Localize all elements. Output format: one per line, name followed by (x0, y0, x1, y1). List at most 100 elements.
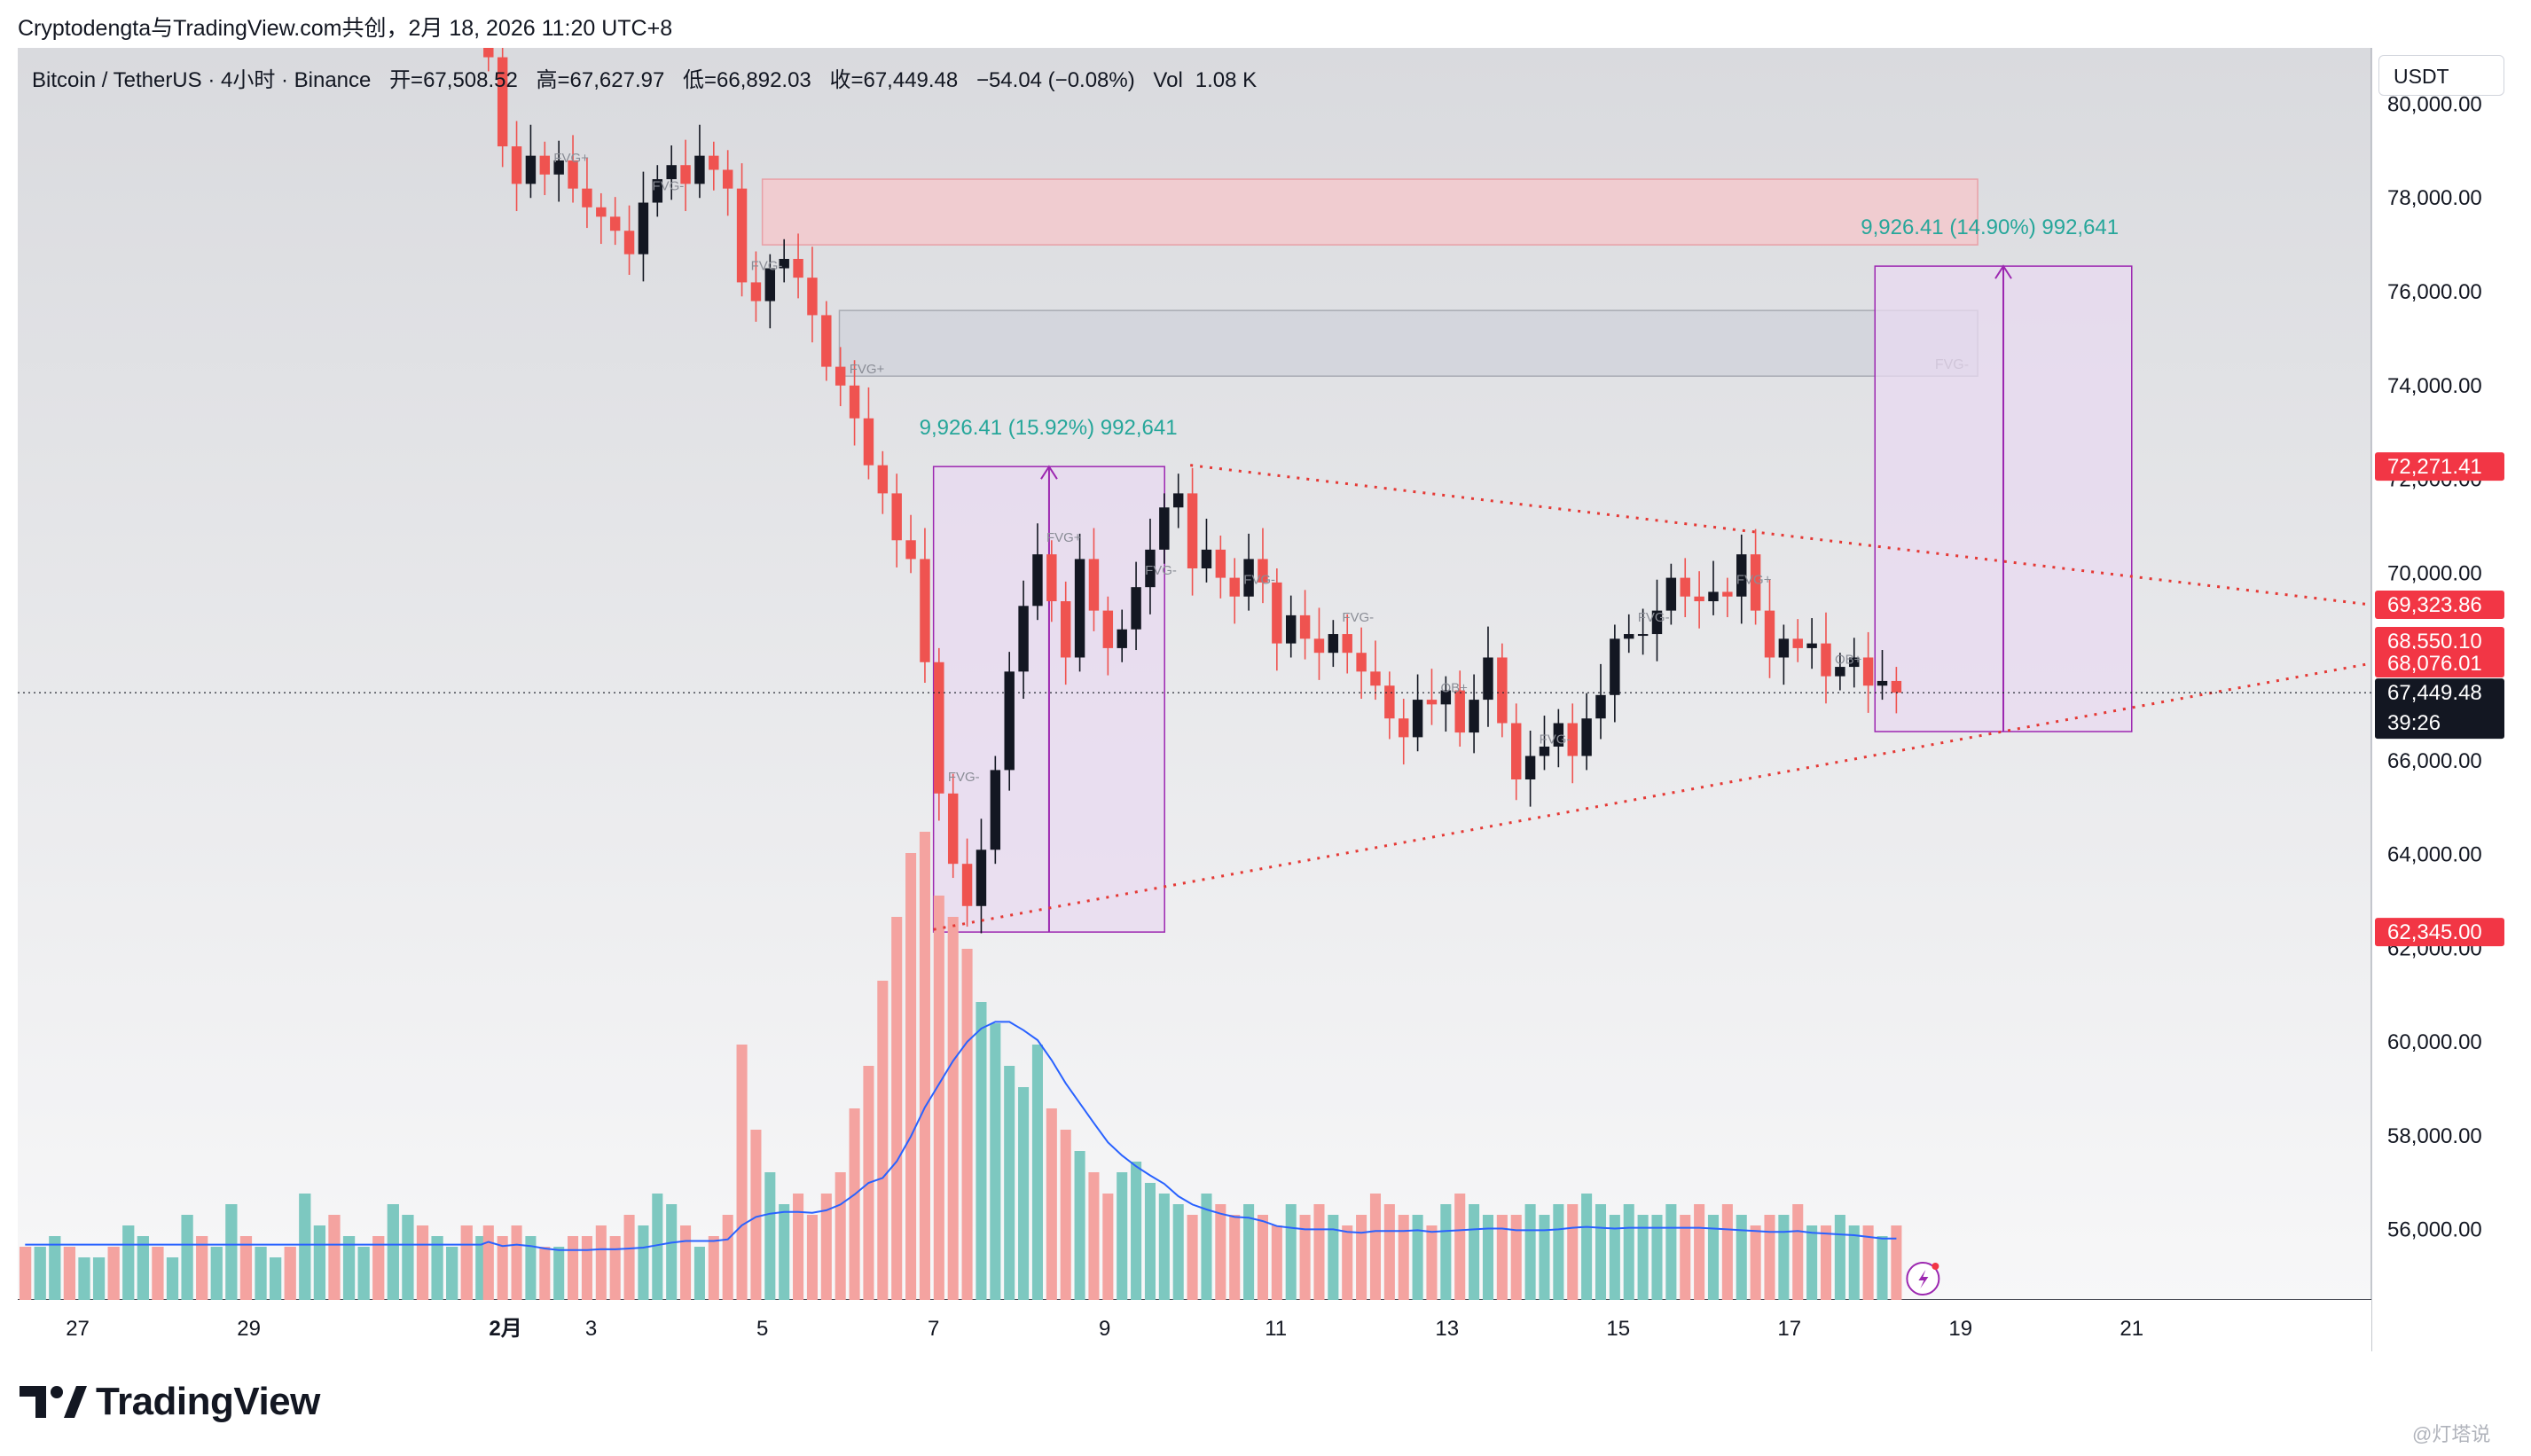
brand-logo: TradingView (20, 1380, 320, 1424)
candle-body (1229, 577, 1240, 597)
volume-bar (299, 1194, 311, 1300)
time-tick-label: 9 (1099, 1317, 1110, 1341)
time-tick-label: 27 (66, 1317, 90, 1341)
volume-bar (722, 1215, 733, 1300)
legend-high: 高=67,627.97 (536, 68, 665, 92)
candle-body (1624, 634, 1634, 639)
volume-bar (1877, 1236, 1888, 1300)
volume-bar (1383, 1204, 1395, 1300)
candle-body (609, 216, 621, 231)
volume-bar (835, 1172, 846, 1300)
price-label-chip (2375, 678, 2504, 740)
volume-bar (1454, 1194, 1466, 1300)
volume-bar (1018, 1087, 1030, 1300)
price-chart[interactable]: FVG- 9,926.41 (15.92%) 992,641 9,926.41 (1… (18, 14, 2515, 1351)
symbol-name[interactable]: Bitcoin / TetherUS · 4小时 · Binance (32, 68, 372, 92)
time-tick-label: 19 (1948, 1317, 1972, 1341)
legend-change: −54.04 (−0.08%) (976, 68, 1135, 92)
candle-body (1469, 700, 1479, 733)
price-tick-label: 76,000.00 (2387, 280, 2482, 304)
candle-body (1018, 606, 1029, 672)
time-tick-label: 15 (1606, 1317, 1630, 1341)
candle-body (1313, 638, 1325, 654)
candle-body (1806, 643, 1817, 648)
volume-bar (1299, 1215, 1311, 1300)
volume-bar (1158, 1194, 1170, 1300)
candle-body (1835, 667, 1845, 677)
volume-bar (933, 896, 944, 1300)
volume-bar (877, 981, 889, 1300)
candle-body (1046, 554, 1057, 602)
volume-bar (416, 1225, 429, 1300)
candle-body (1849, 657, 1860, 668)
candle-body (736, 188, 748, 283)
volume-bar (313, 1225, 326, 1300)
volume-bar (49, 1236, 61, 1300)
volume-bar (1328, 1215, 1339, 1300)
price-tick-label: 70,000.00 (2387, 561, 2482, 585)
volume-bar (122, 1225, 135, 1300)
volume-bar (1369, 1194, 1382, 1300)
zone-tag: FVG- (751, 258, 783, 273)
candle-body (990, 770, 1001, 850)
candle-body (1454, 690, 1465, 733)
volume-bar (372, 1236, 385, 1300)
candle-body (1524, 755, 1536, 779)
volume-bar (225, 1204, 238, 1300)
volume-bar (1651, 1215, 1663, 1300)
candle-body (1088, 559, 1100, 611)
candle-body (793, 258, 803, 278)
volume-bar (1595, 1204, 1607, 1300)
candle-body (1004, 671, 1015, 771)
candle-body (1215, 549, 1226, 578)
zone-tag: FVG- (1540, 732, 1571, 748)
volume-bar (402, 1215, 414, 1300)
volume-bar (820, 1194, 832, 1300)
chart-area[interactable]: FVG- 9,926.41 (15.92%) 992,641 9,926.41 (1… (18, 14, 2515, 1351)
legend-close: 收=67,449.48 (829, 68, 959, 92)
volume-bar (239, 1236, 253, 1300)
candle-body (764, 268, 776, 301)
time-tick-label: 3 (585, 1317, 597, 1341)
volume-bar (779, 1204, 790, 1300)
candle-body (1299, 614, 1311, 639)
candle-body (511, 146, 522, 184)
volume-bar (92, 1257, 106, 1300)
zone-tag: FVG- (948, 770, 980, 785)
volume-bar (976, 1002, 987, 1300)
volume-bar (1187, 1215, 1198, 1300)
volume-bar (1412, 1215, 1423, 1300)
zone-tag: FVG- (652, 179, 684, 194)
time-axis-background (18, 1300, 2371, 1351)
candle-body (1102, 610, 1114, 648)
volume-bar (1102, 1194, 1114, 1300)
price-label-text: 69,323.86 (2387, 593, 2482, 617)
candle-body (553, 160, 564, 175)
candle-body (623, 231, 635, 254)
volume-bar (34, 1247, 46, 1300)
price-tick-label: 80,000.00 (2387, 92, 2482, 116)
volume-bar (1144, 1183, 1156, 1300)
candle-body (525, 155, 537, 184)
price-tick-label: 64,000.00 (2387, 843, 2482, 867)
volume-bar (431, 1236, 443, 1300)
candle-body (596, 207, 607, 217)
volume-bar (525, 1236, 537, 1300)
countdown-text: 39:26 (2387, 711, 2441, 735)
candle-body (497, 57, 508, 147)
volume-ma-line (25, 1021, 1897, 1251)
volume-bar (1806, 1225, 1818, 1300)
volume-bar (1215, 1204, 1226, 1300)
measure-arrow-head-0 (1040, 465, 1058, 480)
volume-bar (1117, 1172, 1128, 1300)
time-tick-label: 17 (1777, 1317, 1801, 1341)
volume-bar (1398, 1215, 1409, 1300)
volume-bar (1469, 1204, 1480, 1300)
zone-tag: FVG- (1145, 563, 1177, 578)
volume-bar (1707, 1215, 1720, 1300)
candle-body (1595, 694, 1606, 719)
volume-bar (137, 1236, 149, 1300)
price-tick-label: 56,000.00 (2387, 1218, 2482, 1242)
currency-button[interactable]: USDT (2378, 55, 2504, 96)
volume-bar (446, 1247, 458, 1300)
